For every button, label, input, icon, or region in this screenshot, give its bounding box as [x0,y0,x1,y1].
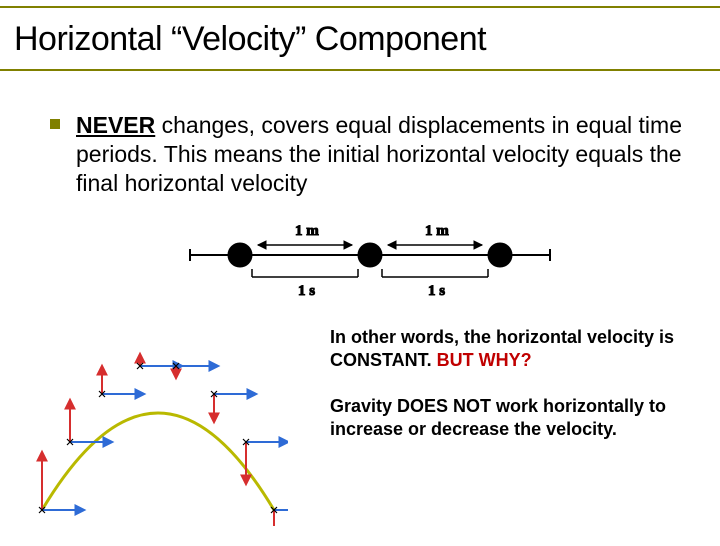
slide-title: Horizontal “Velocity” Component [14,20,706,59]
bullet-icon [50,119,60,129]
timeline-diagram: 1 m 1 m 1 s 1 s [180,223,560,303]
right-notes: In other words, the horizontal velocity … [330,326,700,464]
parabola-diagram [28,336,288,526]
bullet-row: NEVER changes, covers equal displacement… [50,111,686,197]
note-gravity: Gravity DOES NOT work horizontally to in… [330,395,700,440]
never-word: NEVER [76,112,155,138]
body-text: NEVER changes, covers equal displacement… [76,111,686,197]
note1-b: BUT WHY? [437,350,532,370]
time-label-1: 1 s [298,283,315,299]
body-area: NEVER changes, covers equal displacement… [0,71,720,207]
body-rest: changes, covers equal displacements in e… [76,112,682,196]
dist-label-2: 1 m [425,223,449,239]
title-bar: Horizontal “Velocity” Component [0,6,720,71]
dist-label-1: 1 m [295,223,319,239]
time-label-2: 1 s [428,283,445,299]
note-constant: In other words, the horizontal velocity … [330,326,700,371]
